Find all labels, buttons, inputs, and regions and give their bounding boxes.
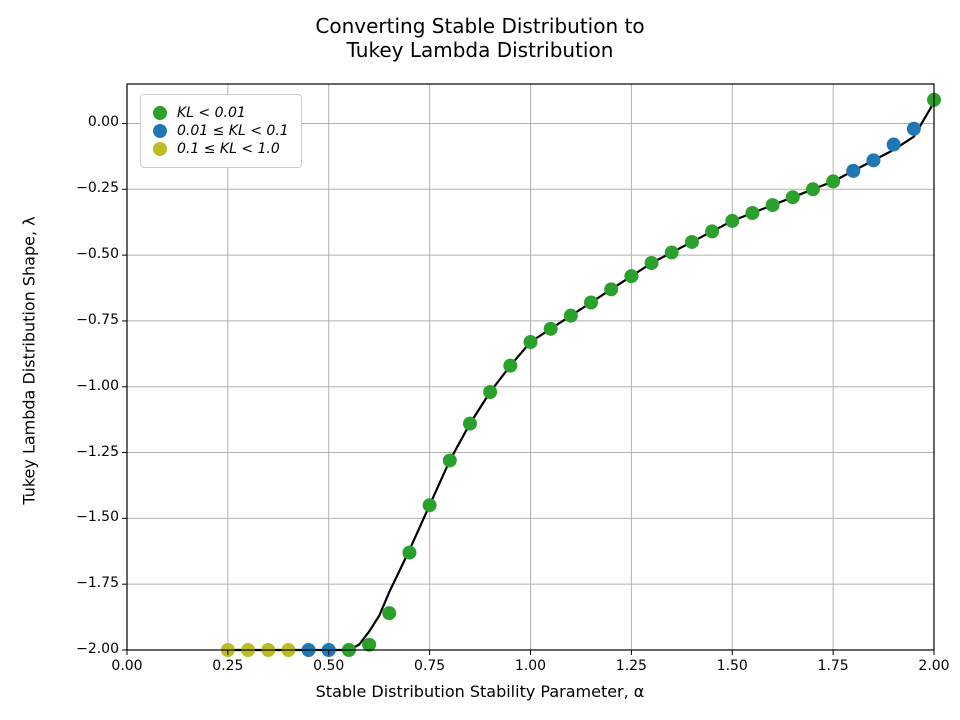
data-point bbox=[766, 198, 780, 212]
data-point bbox=[745, 206, 759, 220]
data-point bbox=[584, 296, 598, 310]
legend: KL < 0.01 0.01 ≤ KL < 0.1 0.1 ≤ KL < 1.0 bbox=[140, 94, 302, 168]
data-point bbox=[463, 417, 477, 431]
data-point bbox=[685, 235, 699, 249]
data-point bbox=[483, 385, 497, 399]
legend-label: 0.1 ≤ KL < 1.0 bbox=[177, 141, 280, 157]
legend-marker-icon bbox=[153, 106, 167, 120]
chart-title: Converting Stable Distribution to Tukey … bbox=[0, 14, 960, 62]
y-tick-label: −1.25 bbox=[76, 444, 119, 460]
legend-entry: 0.01 ≤ KL < 0.1 bbox=[153, 123, 289, 139]
x-tick-label: 0.50 bbox=[309, 658, 349, 674]
data-point bbox=[866, 153, 880, 167]
data-point bbox=[846, 164, 860, 178]
data-point bbox=[645, 256, 659, 270]
legend-label: KL < 0.01 bbox=[177, 105, 246, 121]
data-point bbox=[423, 498, 437, 512]
grid bbox=[127, 84, 934, 650]
data-point bbox=[604, 282, 618, 296]
x-tick-label: 0.00 bbox=[107, 658, 147, 674]
data-point bbox=[806, 182, 820, 196]
x-axis-label: Stable Distribution Stability Parameter,… bbox=[0, 682, 960, 701]
x-tick-label: 1.50 bbox=[712, 658, 752, 674]
legend-entry: 0.1 ≤ KL < 1.0 bbox=[153, 141, 289, 157]
y-tick-label: −1.75 bbox=[76, 575, 119, 591]
tick-marks bbox=[122, 123, 934, 655]
data-point bbox=[524, 335, 538, 349]
y-axis-label-wrap: Tukey Lambda Distribution Shape, λ bbox=[14, 0, 44, 720]
data-point bbox=[564, 309, 578, 323]
chart-canvas: Converting Stable Distribution to Tukey … bbox=[0, 0, 960, 720]
y-tick-label: −2.00 bbox=[76, 641, 119, 657]
data-point bbox=[624, 269, 638, 283]
title-line-1: Converting Stable Distribution to bbox=[0, 14, 960, 38]
x-tick-label: 0.75 bbox=[410, 658, 450, 674]
legend-marker-icon bbox=[153, 124, 167, 138]
data-point bbox=[705, 224, 719, 238]
x-tick-label: 1.25 bbox=[611, 658, 651, 674]
legend-label: 0.01 ≤ KL < 0.1 bbox=[177, 123, 289, 139]
y-tick-label: 0.00 bbox=[88, 114, 119, 130]
data-point bbox=[402, 546, 416, 560]
data-point bbox=[907, 122, 921, 136]
data-point bbox=[725, 214, 739, 228]
y-tick-label: −1.00 bbox=[76, 378, 119, 394]
data-point bbox=[382, 606, 396, 620]
x-tick-label: 1.00 bbox=[511, 658, 551, 674]
x-tick-label: 0.25 bbox=[208, 658, 248, 674]
x-tick-label: 1.75 bbox=[813, 658, 853, 674]
data-point bbox=[443, 453, 457, 467]
legend-marker-icon bbox=[153, 142, 167, 156]
y-tick-label: −0.25 bbox=[76, 180, 119, 196]
y-tick-label: −0.50 bbox=[76, 246, 119, 262]
legend-entry: KL < 0.01 bbox=[153, 105, 289, 121]
data-point bbox=[826, 174, 840, 188]
data-point bbox=[665, 245, 679, 259]
data-point bbox=[887, 138, 901, 152]
y-tick-label: −0.75 bbox=[76, 312, 119, 328]
data-point bbox=[503, 359, 517, 373]
data-point bbox=[544, 322, 558, 336]
data-point bbox=[786, 190, 800, 204]
y-tick-label: −1.50 bbox=[76, 509, 119, 525]
title-line-2: Tukey Lambda Distribution bbox=[0, 38, 960, 62]
x-tick-label: 2.00 bbox=[914, 658, 954, 674]
y-axis-label: Tukey Lambda Distribution Shape, λ bbox=[20, 216, 39, 504]
